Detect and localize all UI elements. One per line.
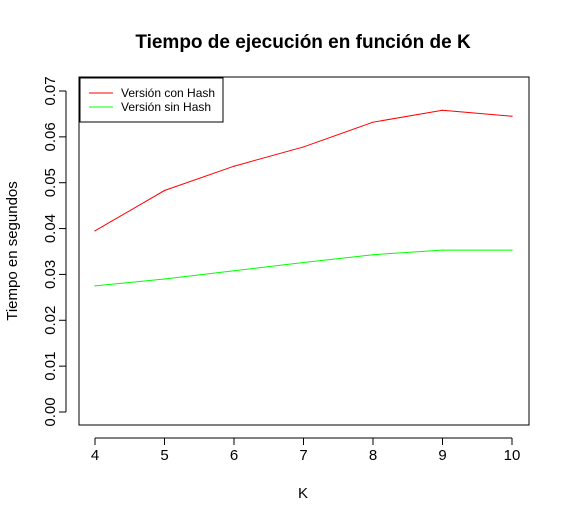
data-point — [441, 249, 444, 251]
chart-title: Tiempo de ejecución en función de K — [135, 32, 471, 53]
legend-label-sin-hash: Versión sin Hash — [121, 100, 211, 114]
y-tick-label: 0.01 — [42, 352, 59, 381]
data-point — [94, 230, 96, 232]
y-axis-label: Tiempo en segundos — [4, 181, 21, 321]
data-point — [511, 115, 513, 117]
data-point — [372, 121, 374, 123]
x-axis-label: K — [298, 485, 308, 502]
x-tick-label: 10 — [504, 447, 521, 464]
legend-box — [79, 77, 224, 123]
x-axis: 4 5 6 7 8 9 10 — [91, 437, 521, 464]
x-tick-label: 7 — [299, 447, 307, 464]
data-point — [302, 261, 305, 264]
y-axis: 0.00 0.01 0.02 0.03 0.04 0.05 0.06 0.07 — [42, 76, 67, 427]
data-point — [302, 146, 305, 148]
y-tick-label: 0.03 — [42, 260, 59, 289]
x-tick-label: 5 — [160, 447, 168, 464]
y-tick-label: 0.04 — [42, 214, 59, 243]
data-point — [372, 254, 374, 256]
plot-area-frame — [78, 76, 530, 426]
series-line-con-hash — [94, 109, 513, 232]
x-tick-label: 4 — [91, 447, 99, 464]
x-tick-label: 9 — [438, 447, 446, 464]
data-point — [233, 270, 235, 272]
x-tick-label: 6 — [230, 447, 238, 464]
data-point — [233, 165, 235, 167]
y-tick-label: 0.00 — [42, 397, 59, 426]
data-point — [163, 278, 166, 280]
data-point — [441, 109, 444, 111]
legend: Versión con Hash Versión sin Hash — [79, 77, 224, 123]
y-tick-label: 0.07 — [42, 76, 59, 105]
y-tick-label: 0.05 — [42, 168, 59, 197]
y-tick-label: 0.06 — [42, 122, 59, 151]
series-layer — [94, 109, 513, 287]
data-point — [94, 285, 96, 287]
data-point — [511, 249, 513, 251]
series-line-sin-hash — [94, 249, 512, 287]
legend-label-con-hash: Versión con Hash — [121, 86, 215, 100]
x-tick-label: 8 — [369, 447, 377, 464]
data-point — [163, 189, 166, 192]
y-tick-label: 0.02 — [42, 306, 59, 335]
